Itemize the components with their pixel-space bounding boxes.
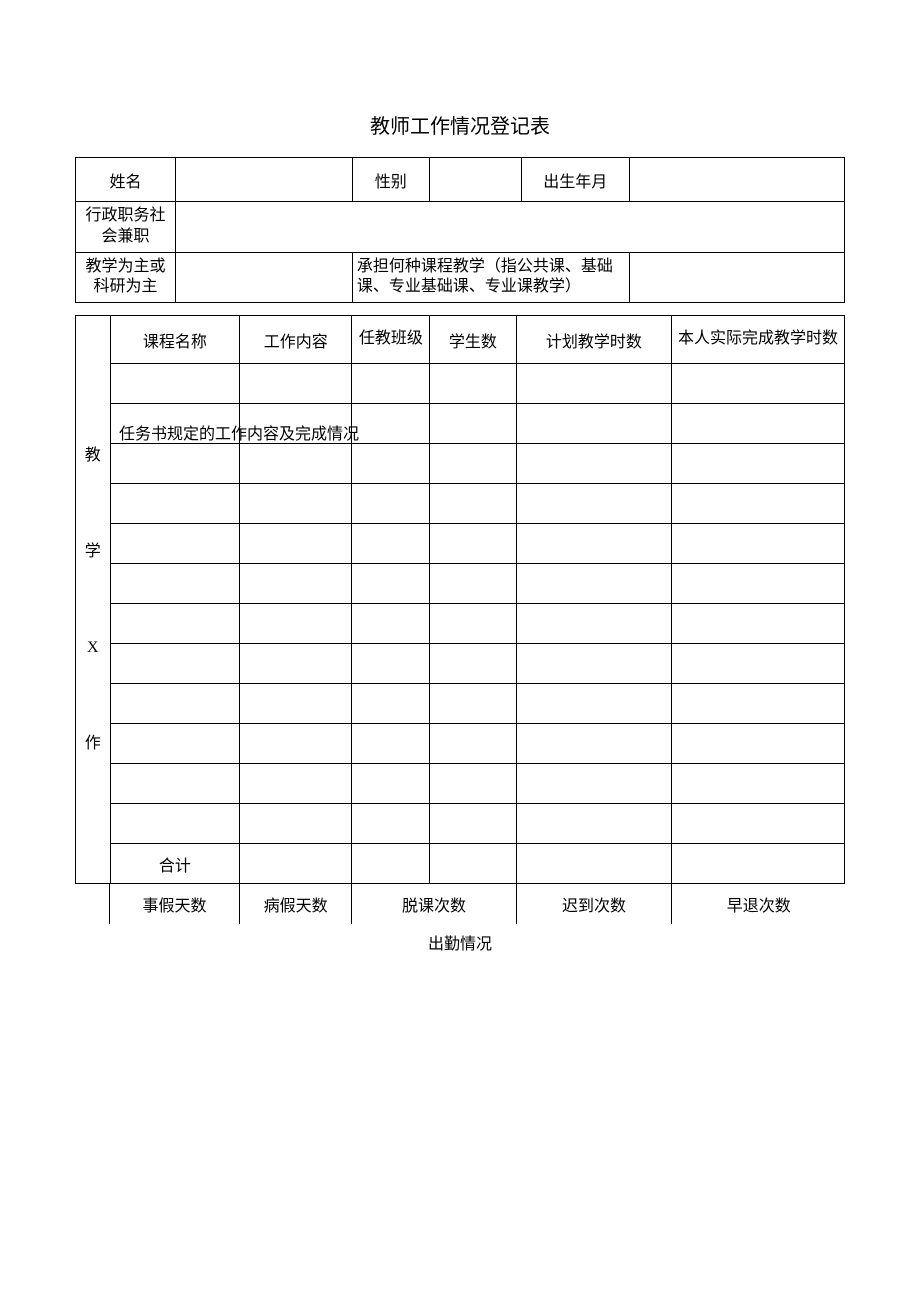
table-row bbox=[76, 564, 845, 604]
position-label: 行政职务社会兼职 bbox=[76, 202, 176, 253]
table-row bbox=[76, 724, 845, 764]
col-course-name: 课程名称 bbox=[110, 316, 240, 364]
attendance-table: 事假天数 病假天数 脱课次数 迟到次数 早退次数 bbox=[75, 884, 845, 924]
col-actual-hours: 本人实际完成教学时数 bbox=[672, 316, 845, 364]
side-label: 教 学 X 作 bbox=[76, 316, 111, 884]
course-type-value bbox=[629, 252, 844, 303]
table-row bbox=[76, 484, 845, 524]
col-sick-leave: 病假天数 bbox=[239, 884, 351, 924]
col-late: 迟到次数 bbox=[516, 884, 672, 924]
col-personal-leave: 事假天数 bbox=[110, 884, 240, 924]
col-planned-hours: 计划教学时数 bbox=[516, 316, 672, 364]
teach-research-value bbox=[175, 252, 352, 303]
table-row bbox=[76, 604, 845, 644]
section-overlap-text: 任务书规定的工作内容及完成情况 bbox=[119, 420, 359, 444]
table-row bbox=[76, 684, 845, 724]
teaching-work-table: 教 学 X 作 课程名称 工作内容 任教班级 学生数 计划教学时数 本人实际完成… bbox=[75, 315, 845, 884]
document-container: 教师工作情况登记表 姓名 性别 出生年月 行政职务社会兼职 教学为主或科研为主 … bbox=[75, 110, 845, 954]
gender-value bbox=[429, 158, 521, 202]
attendance-section-label: 出勤情况 bbox=[75, 930, 845, 954]
col-early-leave: 早退次数 bbox=[672, 884, 845, 924]
table-row bbox=[76, 444, 845, 484]
birth-value bbox=[629, 158, 844, 202]
gender-label: 性别 bbox=[352, 158, 429, 202]
header-info-table: 姓名 性别 出生年月 行政职务社会兼职 教学为主或科研为主 承担何种课程教学（指… bbox=[75, 157, 845, 303]
col-work-content: 工作内容 bbox=[240, 316, 352, 364]
table-row bbox=[76, 644, 845, 684]
attendance-spacer bbox=[75, 884, 110, 924]
col-class: 任教班级 bbox=[352, 316, 430, 364]
birth-label: 出生年月 bbox=[521, 158, 629, 202]
name-label: 姓名 bbox=[76, 158, 176, 202]
table-row bbox=[76, 764, 845, 804]
table-row bbox=[76, 364, 845, 404]
course-type-label: 承担何种课程教学（指公共课、基础课、专业基础课、专业课教学） bbox=[352, 252, 629, 303]
table-row bbox=[76, 524, 845, 564]
position-value bbox=[175, 202, 844, 253]
table-row bbox=[76, 804, 845, 844]
total-label: 合计 bbox=[110, 844, 240, 884]
total-row: 合计 bbox=[76, 844, 845, 884]
name-value bbox=[175, 158, 352, 202]
teach-research-label: 教学为主或科研为主 bbox=[76, 252, 176, 303]
page-title: 教师工作情况登记表 bbox=[75, 110, 845, 139]
col-missed-class: 脱课次数 bbox=[352, 884, 516, 924]
col-student-count: 学生数 bbox=[430, 316, 516, 364]
